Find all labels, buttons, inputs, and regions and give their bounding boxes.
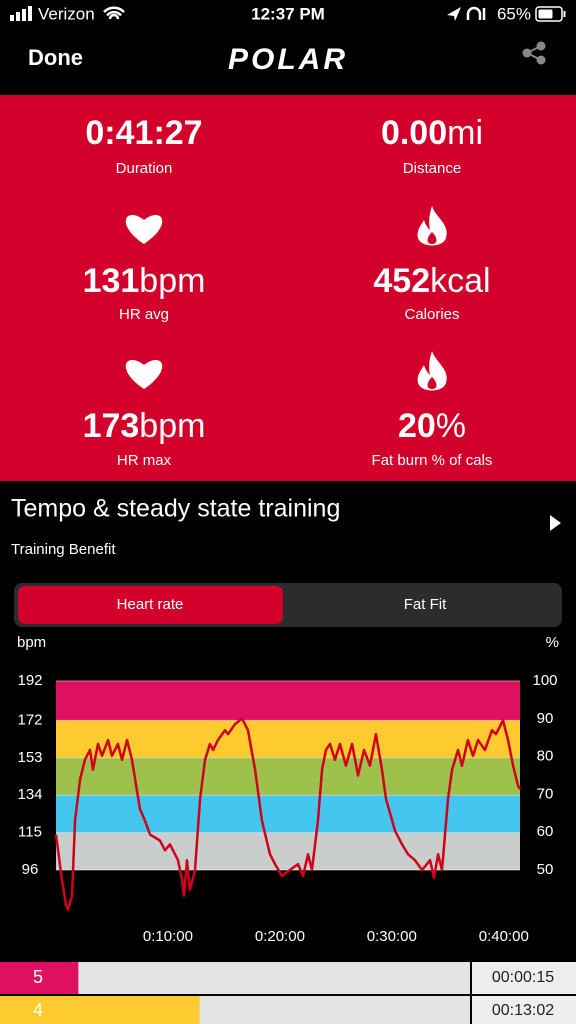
- y2-tick-label: 60: [537, 823, 554, 840]
- stat-value: 131bpm: [83, 262, 206, 300]
- stat-label: Fat burn % of cals: [372, 452, 493, 469]
- zone-badge: [0, 996, 76, 1024]
- zone-number: 5: [33, 967, 43, 987]
- polar-logo: POLAR: [228, 43, 348, 76]
- stat-value: 20%: [398, 407, 466, 445]
- battery-icon: [535, 6, 566, 22]
- done-button[interactable]: Done: [28, 45, 83, 70]
- heart-rate-line: [54, 717, 522, 911]
- y2-axis-label: %: [546, 634, 559, 651]
- hr-zone-band: [56, 720, 520, 758]
- zone-time-bar: [76, 996, 200, 1024]
- zone-badge: [0, 962, 76, 994]
- stat-label: Calories: [404, 306, 459, 323]
- y2-tick-label: 90: [537, 710, 554, 727]
- stat-icons: [125, 206, 447, 391]
- y2-tick-label: 70: [537, 785, 554, 802]
- zone-time: 00:00:15: [492, 969, 554, 986]
- stat-label: Distance: [403, 160, 461, 177]
- y2-tick-label: 50: [537, 861, 554, 878]
- stat-number: 173: [83, 407, 140, 445]
- battery-percent: 65%: [497, 4, 531, 23]
- y-tick-label: 192: [17, 672, 42, 689]
- stat-value: 0.00mi: [381, 114, 483, 152]
- tab-label[interactable]: Fat Fit: [404, 596, 447, 613]
- training-subtitle: Training Benefit: [11, 541, 116, 558]
- x-tick-label: 0:20:00: [255, 928, 305, 945]
- hr-zone-band: [56, 795, 520, 833]
- y2-tick-label: 80: [537, 748, 554, 765]
- stat-value: 173bpm: [83, 407, 206, 445]
- stat-value: 0:41:27: [85, 114, 202, 152]
- x-tick-label: 0:40:00: [479, 928, 529, 945]
- stat-number: 0:41:27: [85, 114, 202, 152]
- zone-time: 00:13:02: [492, 1002, 554, 1019]
- y2-tick-label: 100: [532, 672, 557, 689]
- y-tick-label: 134: [17, 786, 42, 803]
- stat-number: 131: [83, 262, 140, 300]
- tab-label[interactable]: Heart rate: [117, 596, 184, 613]
- carrier: Verizon: [38, 4, 95, 23]
- zone-time-bar: [76, 962, 79, 994]
- stat-number: 452: [373, 262, 430, 300]
- zone-time-cell: [472, 996, 576, 1024]
- active-tab: [18, 586, 283, 624]
- stats-panel: [0, 95, 576, 481]
- stat-label: Duration: [116, 160, 173, 177]
- stat-label: HR avg: [119, 306, 169, 323]
- stat-unit: kcal: [430, 262, 490, 300]
- clock: 12:37 PM: [251, 4, 325, 23]
- wifi-icon: [103, 6, 125, 20]
- expand-arrow[interactable]: [550, 515, 561, 531]
- y-tick-label: 115: [18, 824, 42, 841]
- y-tick-label: 153: [17, 749, 42, 766]
- y-tick-label: 172: [17, 711, 42, 728]
- stat-unit: bpm: [139, 262, 205, 300]
- zone-time-cell: [472, 962, 576, 994]
- x-tick-label: 0:30:00: [367, 928, 417, 945]
- y-axis-label: bpm: [17, 634, 46, 651]
- share-button[interactable]: [522, 41, 546, 65]
- zone-number: 4: [33, 1000, 43, 1020]
- stat-number: 0.00: [381, 114, 447, 152]
- stat-unit: mi: [447, 114, 483, 152]
- hr-zone-band: [56, 681, 520, 721]
- x-tick-label: 0:10:00: [143, 928, 193, 945]
- location-icon: [447, 7, 461, 21]
- stat-label: HR max: [117, 452, 172, 469]
- stat-number: 20: [398, 407, 436, 445]
- stat-unit: bpm: [139, 407, 205, 445]
- stat-unit: %: [436, 407, 466, 445]
- y-tick-label: 96: [22, 861, 39, 878]
- hr-zone-band: [56, 832, 520, 871]
- training-title: Tempo & steady state training: [11, 495, 340, 523]
- signal-icon: [10, 6, 32, 21]
- status-icons: [466, 6, 486, 20]
- stat-value: 452kcal: [373, 262, 490, 300]
